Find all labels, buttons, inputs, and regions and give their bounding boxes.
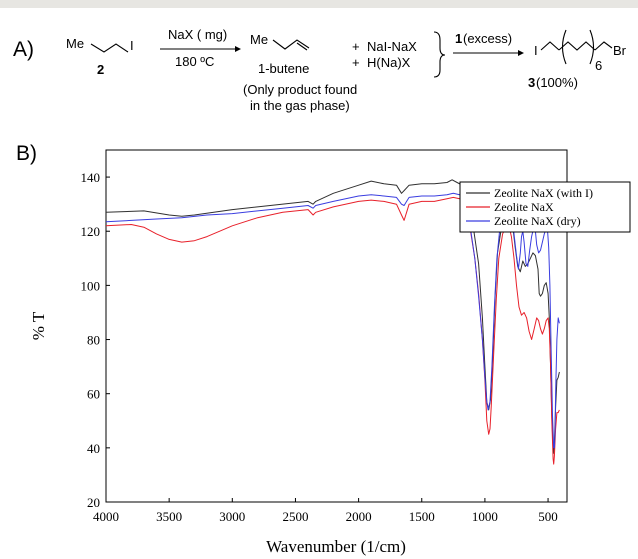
legend-label-3: Zeolite NaX (dry): [494, 214, 581, 228]
reaction-scheme: A) Me I 2 NaX ( mg) 180 ºC Me 1-butene (…: [13, 27, 627, 113]
x-tick-label: 1000: [472, 509, 498, 524]
legend-label-2: Zeolite NaX: [494, 200, 554, 214]
butene-chain: [272, 39, 310, 50]
y-axis-label: % T: [29, 311, 48, 340]
y-tick-label: 60: [87, 387, 100, 402]
ir-spectrum-chart: B) 20 40 60 80 100 120 140 4000 3500 3000 2500 200…: [16, 142, 631, 556]
reactant-number: 2: [97, 62, 104, 77]
final-bromine: Br: [613, 43, 627, 58]
y-tick-label: 100: [81, 278, 101, 293]
panel-label-a: A): [13, 38, 34, 61]
brace: [433, 31, 446, 78]
y-tick-label: 140: [81, 170, 101, 185]
final-subscript: 6: [595, 58, 602, 73]
series-line-2: [105, 196, 560, 465]
product-me: Me: [250, 32, 268, 47]
top-banner: [0, 0, 638, 8]
x-tick-label: 2500: [282, 509, 308, 524]
final-yield: (100%): [536, 75, 578, 90]
product-name: 1-butene: [258, 61, 309, 76]
y-tick-label: 80: [87, 333, 100, 348]
butene-double-bond: [296, 42, 308, 51]
plus-sign-1: +: [352, 39, 360, 54]
final-chain-left: [540, 41, 560, 51]
x-tick-label: 4000: [93, 509, 119, 524]
final-chain-repeat: [558, 41, 596, 51]
y-tick-label: 40: [87, 441, 100, 456]
x-tick-label: 2000: [346, 509, 372, 524]
note-line-2: in the gas phase): [250, 98, 350, 113]
condition-label: 180 ºC: [175, 54, 214, 69]
plus-sign-2: +: [352, 55, 360, 70]
y-tick-label: 120: [81, 224, 101, 239]
second-reagent-number: 1: [455, 31, 462, 46]
reactant-chain: [90, 43, 129, 53]
second-reagent-text: (excess): [463, 31, 512, 46]
arrow-head-2: [518, 50, 524, 56]
note-line-1: (Only product found: [243, 82, 357, 97]
panel-label-b: B): [16, 142, 37, 165]
reagent-label: NaX ( mg): [168, 27, 227, 42]
x-axis-label: Wavenumber (1/cm): [266, 537, 406, 556]
x-tick-label: 1500: [409, 509, 435, 524]
final-paren-right: [589, 29, 595, 65]
arrow-head-1: [235, 46, 241, 52]
y-axis-ticks: 20 40 60 80 100 120 140: [81, 170, 110, 510]
legend-label-1: Zeolite NaX (with I): [494, 186, 593, 200]
x-tick-label: 3500: [156, 509, 182, 524]
final-number: 3: [528, 75, 535, 90]
byproduct-naI-nax: NaI-NaX: [367, 39, 417, 54]
plot-area: [105, 149, 568, 503]
reactant-iodine: I: [130, 38, 134, 53]
x-axis-ticks: 4000 3500 3000 2500 2000 1500 1000 500: [93, 498, 558, 524]
x-tick-label: 3000: [219, 509, 245, 524]
reactant-me: Me: [66, 36, 84, 51]
final-iodine: I: [534, 43, 538, 58]
final-chain-right: [594, 41, 613, 51]
byproduct-h-na-x: H(Na)X: [367, 55, 411, 70]
y-tick-label: 20: [87, 495, 100, 510]
x-tick-label: 500: [538, 509, 558, 524]
